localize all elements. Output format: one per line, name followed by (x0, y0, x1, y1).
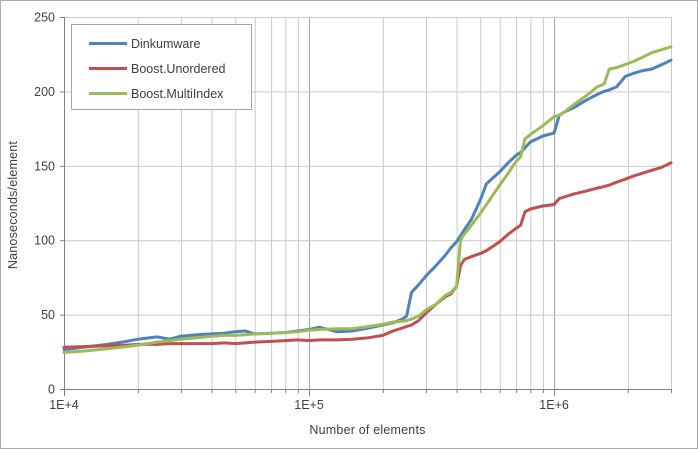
x-axis-title: Number of elements (309, 423, 426, 437)
y-tick-label: 0 (48, 383, 55, 397)
legend: Dinkumware Boost.Unordered Boost.MultiIn… (71, 24, 252, 110)
y-tick-label: 150 (34, 159, 55, 173)
legend-label: Boost.Unordered (131, 61, 226, 76)
y-tick-label: 250 (34, 11, 55, 25)
legend-item-boost-multiindex: Boost.MultiIndex (89, 81, 251, 106)
legend-swatch-boost-unordered (89, 67, 127, 70)
y-tick-label: 100 (34, 234, 55, 248)
legend-swatch-dinkumware (89, 42, 127, 45)
x-tick-label: 1E+5 (294, 398, 324, 412)
legend-item-boost-unordered: Boost.Unordered (89, 56, 251, 81)
x-tick-label: 1E+4 (49, 398, 79, 412)
series-line-dinkumware (62, 58, 673, 352)
y-axis-title: Nanoseconds/element (6, 140, 20, 270)
y-tick-label: 200 (34, 85, 55, 99)
legend-swatch-boost-multiindex (89, 92, 127, 95)
y-tick-label: 50 (41, 308, 55, 322)
legend-item-dinkumware: Dinkumware (89, 31, 251, 56)
series-line-boost-multiindex (62, 45, 673, 354)
legend-label: Boost.MultiIndex (131, 86, 224, 101)
series-line-boost-unordered (62, 161, 673, 349)
x-tick-label: 1E+6 (539, 398, 569, 412)
legend-label: Dinkumware (131, 36, 201, 51)
